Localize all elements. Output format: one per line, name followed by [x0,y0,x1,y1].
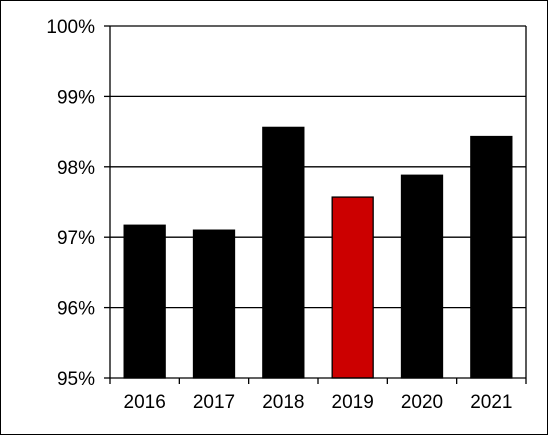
bar-2016 [123,224,166,379]
x-tick-label: 2021 [470,392,512,413]
x-tick-label: 2019 [332,392,374,413]
bars [123,126,513,379]
y-tick-labels: 95% 96% 97% 98% 99% 100% [46,17,95,390]
y-tick-label: 96% [57,299,95,320]
bar-2020 [400,174,444,379]
y-tick-label: 97% [57,228,95,249]
axes [104,25,527,384]
x-tick-label: 2020 [401,392,443,413]
x-tick-label: 2016 [124,392,166,413]
x-tick-label: 2017 [193,392,235,413]
bar-2018 [262,126,305,379]
y-tick-label: 99% [57,87,95,108]
y-tick-label: 95% [57,369,95,390]
bar-2021 [470,135,513,379]
y-tick-label: 98% [57,158,95,179]
x-tick-label: 2018 [262,392,304,413]
y-tick-label: 100% [46,17,95,38]
bar-2019 [331,196,374,379]
bar-2017 [192,229,236,379]
gridlines [110,25,526,309]
x-tick-labels: 2016 2017 2018 2019 2020 2021 [124,392,513,413]
